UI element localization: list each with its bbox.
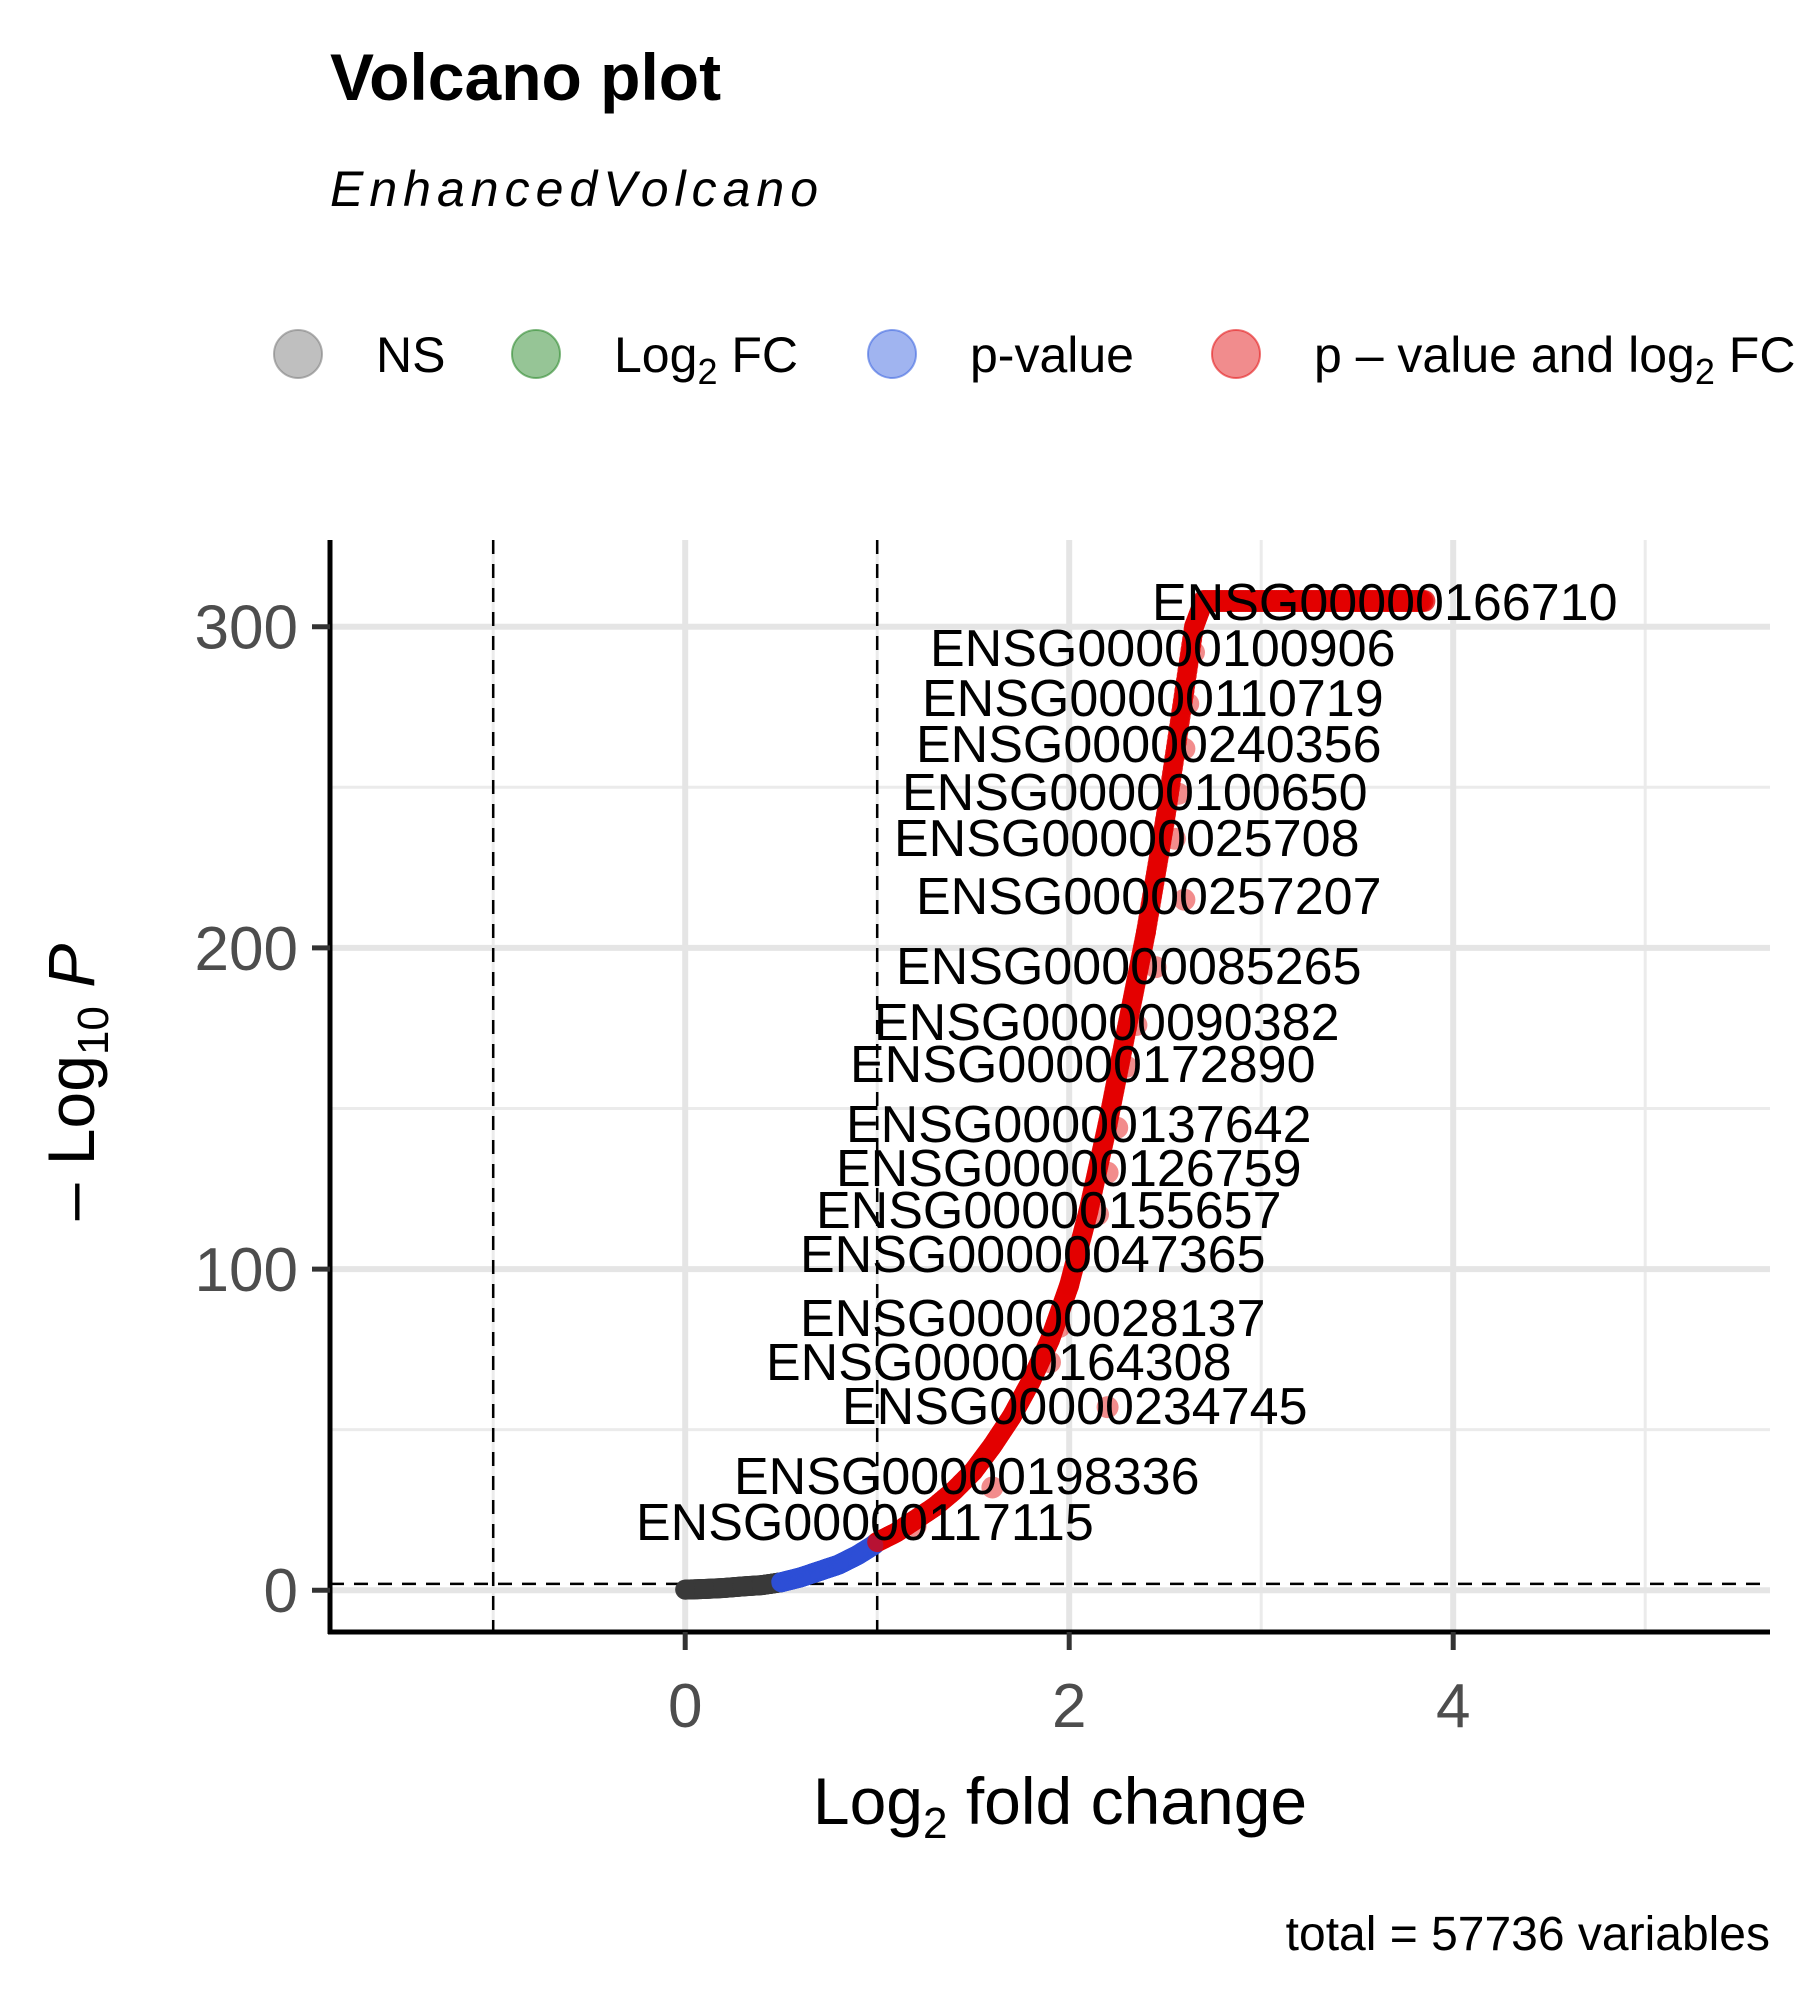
data-point xyxy=(790,1567,811,1588)
gene-label: ENSG00000172890 xyxy=(850,1036,1316,1094)
gene-label: ENSG00000137642 xyxy=(846,1096,1312,1154)
x-tick-label: 4 xyxy=(1436,1672,1470,1741)
legend-key-both xyxy=(1211,329,1261,379)
data-point xyxy=(675,1579,696,1600)
y-tick-label: 0 xyxy=(264,1557,298,1626)
labelled-point xyxy=(1096,1161,1119,1184)
labelled-point xyxy=(1067,1248,1090,1271)
data-point xyxy=(732,1576,753,1597)
data-point xyxy=(944,1480,964,1501)
data-point xyxy=(1001,1406,1022,1427)
data-point xyxy=(1155,809,1176,830)
data-point xyxy=(1097,1114,1118,1135)
x-tick-label: 2 xyxy=(1052,1672,1086,1741)
data-point xyxy=(1020,1371,1041,1392)
labelled-point xyxy=(1115,1055,1138,1078)
data-point xyxy=(1059,1275,1080,1296)
labelled-point xyxy=(981,1476,1004,1499)
gene-label: ENSG00000257207 xyxy=(916,868,1382,926)
data-point xyxy=(982,1435,1003,1456)
y-tick-label: 100 xyxy=(195,1236,298,1305)
labelled-point xyxy=(1183,641,1205,664)
y-tick-label: 300 xyxy=(195,594,298,663)
gene-label: ENSG00000240356 xyxy=(916,716,1382,774)
y-tick-label: 200 xyxy=(195,915,298,984)
gene-label: ENSG00000085265 xyxy=(896,938,1362,996)
labelled-point xyxy=(1163,827,1186,850)
gene-label: ENSG00000100906 xyxy=(930,620,1396,678)
gene-label: ENSG00000028137 xyxy=(800,1290,1266,1348)
data-point xyxy=(752,1575,772,1596)
gene-label: ENSG00000090382 xyxy=(874,994,1340,1052)
gene-label: ENSG00000100650 xyxy=(902,764,1368,822)
labelled-point xyxy=(1096,1396,1119,1419)
data-point xyxy=(1136,921,1156,942)
labelled-point xyxy=(1167,782,1190,805)
legend-key-p xyxy=(867,329,917,379)
caption: total = 57736 variables xyxy=(1286,1908,1770,1961)
x-tick-label: 0 xyxy=(668,1672,702,1741)
legend-label-p: p-value xyxy=(970,327,1134,383)
data-point xyxy=(867,1532,888,1553)
legend-key-ns xyxy=(273,329,323,379)
data-point xyxy=(1184,616,1204,637)
data-point xyxy=(1040,1329,1060,1350)
labelled-point xyxy=(1039,1351,1061,1374)
axes: 0 2 4 0 100 200 300 xyxy=(195,540,1770,1741)
gene-label: ENSG00000164308 xyxy=(766,1334,1232,1392)
legend-label-both: p – value and log2 FC xyxy=(1314,327,1795,392)
gene-label: ENSG00000234745 xyxy=(842,1378,1308,1436)
data-point xyxy=(809,1560,830,1581)
gene-label: ENSG00000198336 xyxy=(734,1448,1200,1506)
data-point xyxy=(1193,591,1214,612)
x-axis-title: Log2 fold change xyxy=(813,1764,1307,1848)
data-point xyxy=(886,1522,907,1543)
data-point xyxy=(1078,1201,1099,1222)
data-point xyxy=(924,1496,945,1517)
data-points xyxy=(675,590,1436,1600)
data-point xyxy=(828,1554,849,1575)
gene-label: ENSG00000110719 xyxy=(922,670,1384,728)
data-point xyxy=(694,1578,715,1599)
data-point xyxy=(963,1461,984,1482)
grid xyxy=(330,540,1770,1632)
legend-label-fc: Log2 FC xyxy=(614,327,798,392)
legend-label-ns: NS xyxy=(376,327,445,383)
chart-title: Volcano plot xyxy=(330,40,721,114)
data-point xyxy=(1174,680,1195,701)
labelled-point xyxy=(1144,956,1167,979)
labelled-point xyxy=(1173,888,1196,911)
gene-labels: ENSG00000166710ENSG00000100906ENSG000001… xyxy=(636,574,1618,1552)
data-point xyxy=(905,1509,926,1530)
legend-key-fc xyxy=(511,329,561,379)
chart-subtitle: EnhancedVolcano xyxy=(330,161,824,217)
data-point xyxy=(848,1544,868,1565)
gene-label: ENSG00000117115 xyxy=(636,1494,1094,1552)
data-point xyxy=(713,1577,734,1598)
legend: NS Log2 FC p-value p – value and log2 FC xyxy=(273,327,1795,392)
gene-label: ENSG00000047365 xyxy=(800,1226,1266,1284)
y-axis-title: – Log10 P xyxy=(34,944,118,1220)
gene-label: ENSG00000155657 xyxy=(816,1182,1282,1240)
gene-label: ENSG00000166710 xyxy=(1152,574,1618,632)
data-point xyxy=(771,1572,792,1593)
gene-label: ENSG00000126759 xyxy=(836,1140,1302,1198)
labelled-point xyxy=(1173,737,1196,760)
data-point xyxy=(1328,591,1348,612)
gene-label: ENSG00000025708 xyxy=(894,810,1360,868)
data-point xyxy=(1404,591,1425,612)
cutoff-lines xyxy=(330,540,1770,1632)
data-point xyxy=(1251,591,1272,612)
data-point xyxy=(1116,1018,1137,1039)
